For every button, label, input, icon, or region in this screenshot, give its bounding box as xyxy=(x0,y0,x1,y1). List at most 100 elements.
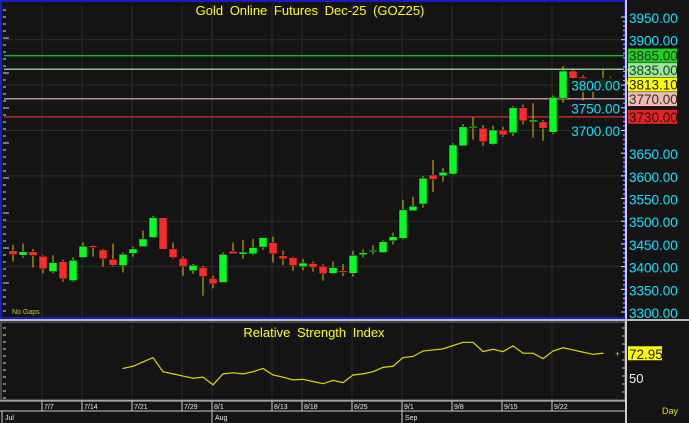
candle-27 xyxy=(278,250,288,266)
month-axis-bg xyxy=(0,412,625,423)
candle-body xyxy=(128,248,138,254)
candle-body xyxy=(448,144,458,175)
candle-36 xyxy=(368,245,378,255)
price-tick-label: 3800.00 xyxy=(571,79,620,94)
candle-37 xyxy=(378,240,388,253)
date-tick-label: 7/21 xyxy=(134,404,148,411)
candle-23 xyxy=(238,239,248,259)
candle-29 xyxy=(298,258,308,271)
candle-3 xyxy=(38,255,48,274)
date-tick-label: 9/22 xyxy=(554,404,568,411)
rsi-last-label: 72.95 xyxy=(629,347,663,362)
candle-body xyxy=(148,217,158,238)
candle-body xyxy=(568,70,578,79)
rsi-last-marker: + xyxy=(615,349,620,358)
date-tick-label: 7/7 xyxy=(44,404,54,411)
candle-body xyxy=(488,129,498,145)
date-tick-label: 7/29 xyxy=(184,404,198,411)
candle-32 xyxy=(328,261,338,275)
candle-body xyxy=(48,262,58,272)
candle-16 xyxy=(168,242,178,259)
candle-body xyxy=(458,126,468,147)
candle-53 xyxy=(538,120,548,141)
candle-body xyxy=(538,121,548,129)
candle-body xyxy=(308,263,318,268)
candle-body xyxy=(338,270,348,273)
candle-25 xyxy=(258,237,268,250)
candle-body xyxy=(378,241,388,253)
last-price-label-bg xyxy=(628,77,677,92)
candle-42 xyxy=(428,159,438,193)
level-label-leader xyxy=(625,68,629,71)
candle-11 xyxy=(118,252,128,273)
candle-body xyxy=(518,107,528,122)
candle-body xyxy=(138,238,148,247)
price-tick-label: 3900.00 xyxy=(629,34,678,49)
candle-body xyxy=(478,127,488,143)
candle-body xyxy=(508,107,518,133)
price-tick-label-bg xyxy=(570,100,621,115)
candle-body xyxy=(78,245,88,258)
candle-body xyxy=(198,267,208,277)
candle-body xyxy=(388,236,398,241)
last-price-label: 3813.10 xyxy=(629,78,678,93)
candle-body xyxy=(278,255,288,260)
price-tick-label-bg xyxy=(570,123,621,138)
rsi-title: Relative Strength Index xyxy=(243,325,385,340)
date-tick-label: 9/15 xyxy=(504,404,518,411)
candle-body xyxy=(268,242,278,255)
candle-body xyxy=(248,247,258,255)
candle-body xyxy=(258,237,268,248)
candle-body xyxy=(288,257,298,266)
candle-body xyxy=(88,245,98,248)
price-tick-label: 3300.00 xyxy=(629,306,678,321)
rsi-last-label-bg xyxy=(628,346,662,361)
candle-12 xyxy=(128,246,138,257)
candle-body xyxy=(8,250,18,256)
candle-body xyxy=(548,97,558,133)
candle-14 xyxy=(148,215,158,238)
candle-50 xyxy=(508,105,518,136)
rsi-tick-50: 50 xyxy=(629,371,643,386)
candle-body xyxy=(408,206,418,212)
candle-body xyxy=(558,70,568,99)
candle-20 xyxy=(208,275,218,289)
price-tick-label: 3450.00 xyxy=(629,238,678,253)
candle-51 xyxy=(518,104,528,125)
rsi-line xyxy=(122,341,604,386)
price-tick-label: 3350.00 xyxy=(629,283,678,298)
candle-9 xyxy=(98,248,108,267)
level-label: 3730.00 xyxy=(629,110,678,125)
candle-40 xyxy=(408,196,418,212)
date-tick-label: 9/1 xyxy=(404,404,414,411)
price-tick-label: 3650.00 xyxy=(629,147,678,162)
candle-1 xyxy=(18,243,28,258)
candle-6 xyxy=(68,257,78,282)
candle-30 xyxy=(308,261,318,272)
candle-17 xyxy=(178,256,188,276)
candle-34 xyxy=(348,250,358,277)
candle-44 xyxy=(448,143,458,175)
candle-body xyxy=(18,251,28,256)
candle-54 xyxy=(548,95,558,135)
month-label: Jul xyxy=(5,415,14,422)
candle-body xyxy=(298,262,308,267)
candle-body xyxy=(98,249,108,260)
candle-body xyxy=(318,265,328,275)
candle-13 xyxy=(138,230,148,247)
period-label[interactable]: Day xyxy=(662,406,679,416)
candle-body xyxy=(168,248,178,258)
candle-body xyxy=(218,254,228,283)
candle-19 xyxy=(198,265,208,296)
candle-41 xyxy=(418,175,428,208)
candle-0 xyxy=(8,244,18,262)
candle-body xyxy=(438,171,448,177)
candle-21 xyxy=(218,252,228,283)
candle-10 xyxy=(108,243,118,267)
candle-body xyxy=(68,260,78,281)
month-label: Sep xyxy=(405,415,418,422)
candle-48 xyxy=(488,125,498,145)
